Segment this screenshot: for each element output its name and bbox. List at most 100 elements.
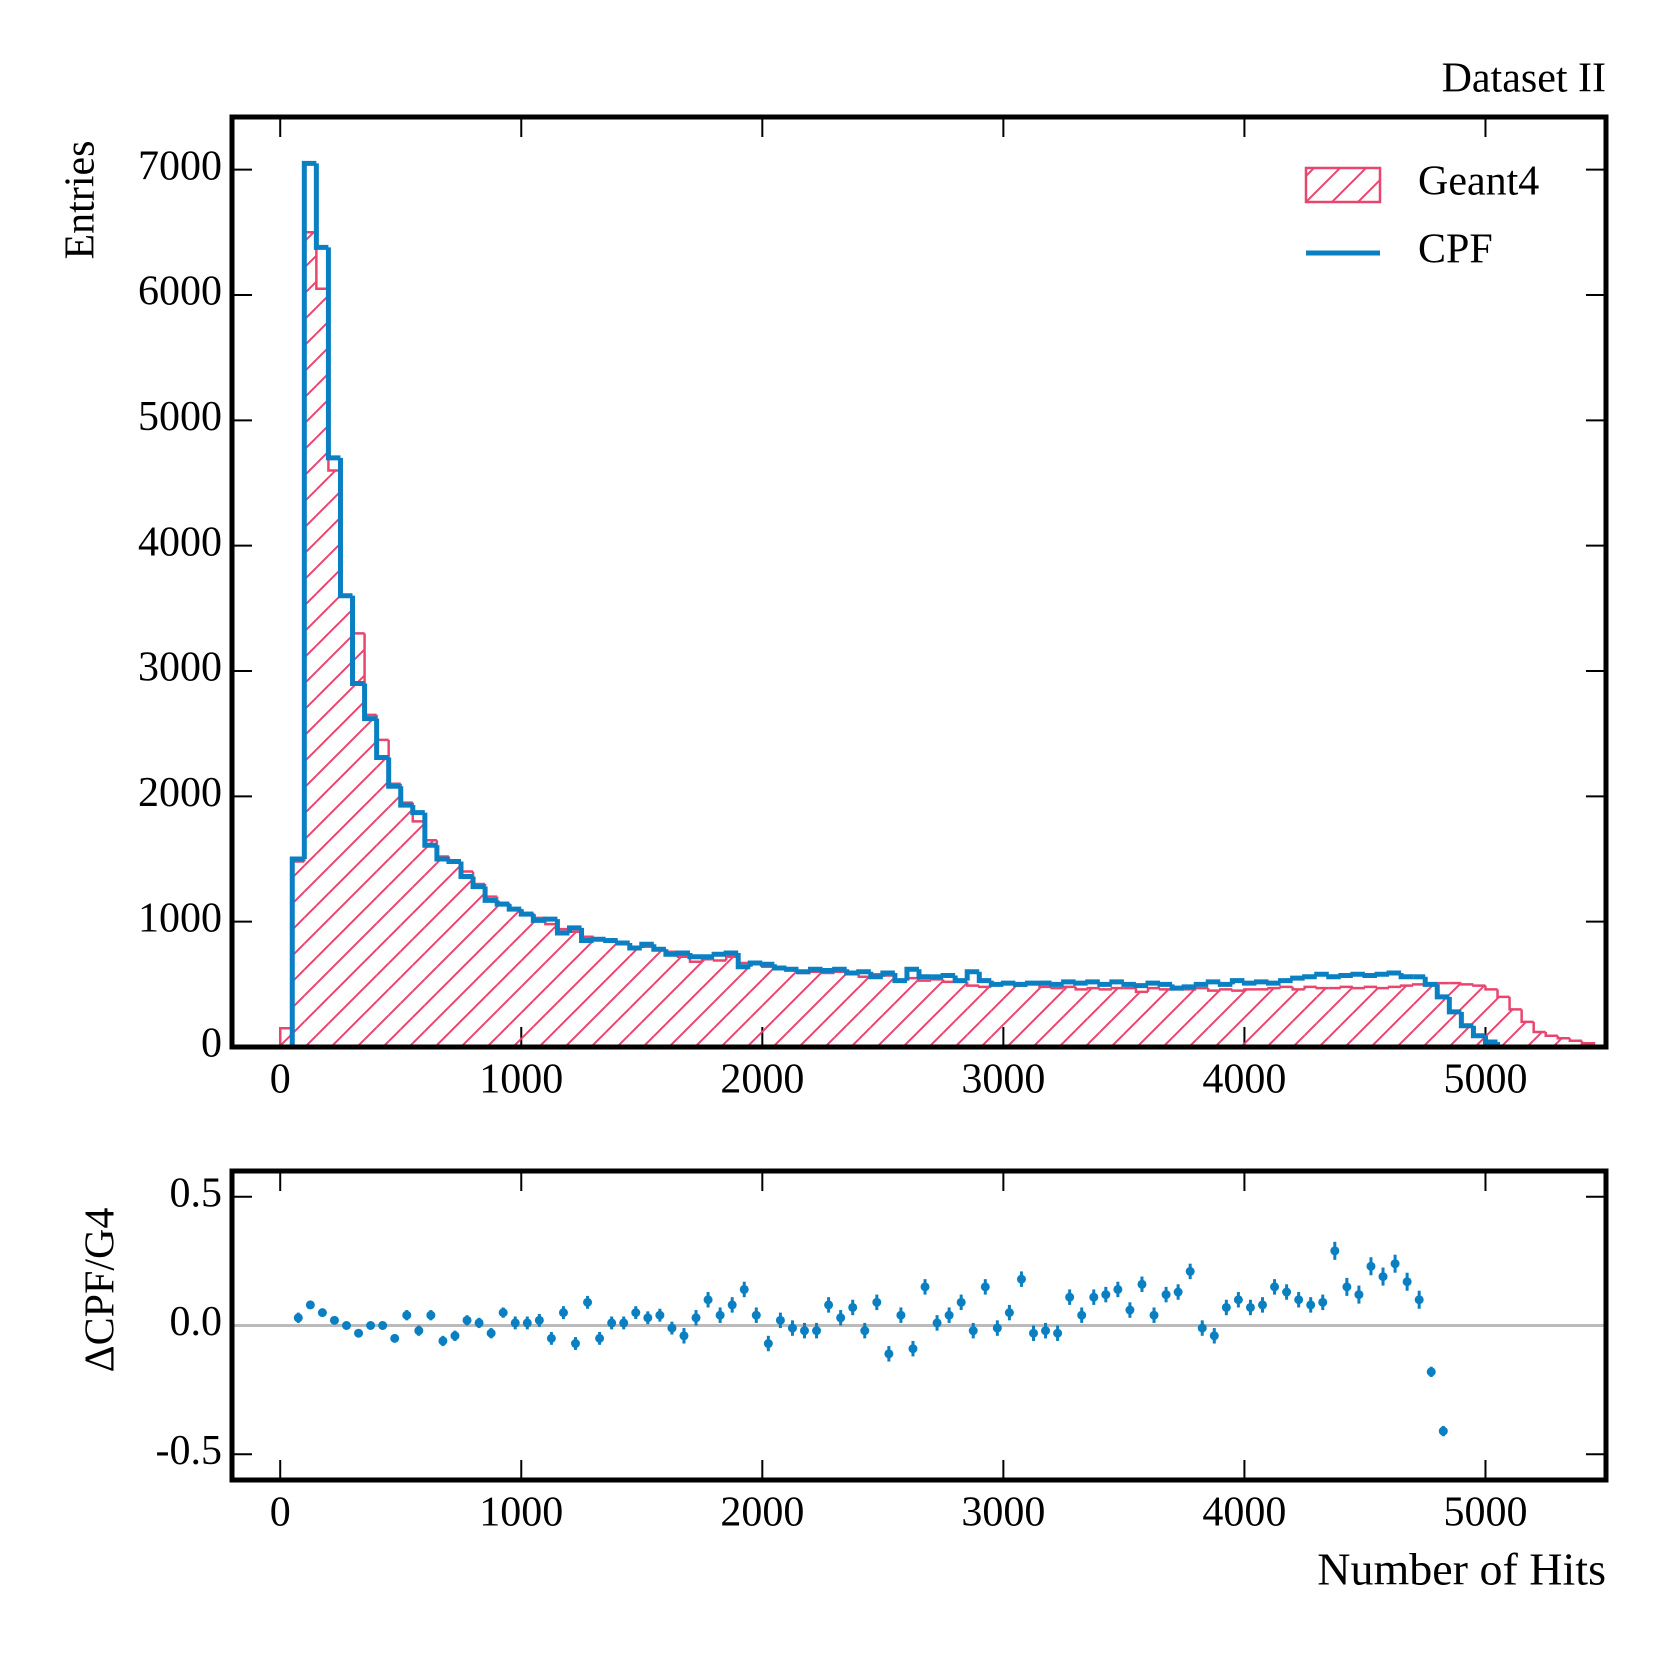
histogram-step: [1436, 981, 1450, 985]
data-point: [438, 1336, 448, 1346]
data-point: [1233, 1295, 1243, 1305]
hatched-bin: [1401, 985, 1414, 1047]
hatched-bin: [629, 946, 642, 1047]
histogram-step: [1146, 986, 1161, 992]
data-point: [450, 1331, 460, 1341]
histogram-step: [747, 960, 763, 967]
data-point: [1004, 1308, 1014, 1318]
hatched-bin: [991, 984, 1004, 1047]
histogram-step: [1241, 980, 1257, 986]
y-tick-label: 0.0: [170, 1299, 223, 1345]
histogram-step: [337, 457, 353, 599]
legend-swatch: [1304, 166, 1382, 204]
data-point: [571, 1339, 580, 1349]
histogram-step: [1302, 974, 1317, 980]
hatched-bin: [1389, 986, 1402, 1047]
hatched-bin: [473, 884, 486, 1047]
data-point: [1016, 1274, 1026, 1284]
data-point: [1354, 1290, 1364, 1300]
data-point: [1173, 1287, 1183, 1297]
histogram-step: [1061, 979, 1076, 985]
histogram-step: [1229, 978, 1245, 985]
hatched-bin: [497, 902, 510, 1047]
histogram-step: [1024, 980, 1040, 986]
x-tick-label: 4000: [1202, 1057, 1286, 1103]
y-axis-label: ΔCPF/G4: [78, 1208, 124, 1373]
histogram-step: [1398, 973, 1414, 980]
data-point: [1414, 1295, 1424, 1305]
data-point: [775, 1315, 785, 1325]
histogram-step: [1157, 981, 1173, 987]
hatched-bin: [762, 966, 775, 1047]
hatched-bin: [702, 959, 715, 1047]
data-point: [1161, 1290, 1171, 1300]
histogram-step: [1458, 1011, 1474, 1029]
histogram-step: [1387, 985, 1402, 989]
hatched-bin: [1111, 988, 1124, 1047]
hatched-bin: [593, 939, 606, 1047]
hatched-bin: [1051, 988, 1064, 1047]
histogram-step: [615, 940, 630, 946]
histogram-step: [844, 969, 859, 976]
histogram-step: [1339, 985, 1353, 989]
hatched-bin: [292, 861, 305, 1047]
data-point: [872, 1297, 882, 1307]
hatched-bin: [798, 973, 811, 1047]
histogram-step: [1267, 986, 1281, 990]
histogram-step: [929, 978, 944, 981]
data-point: [414, 1326, 424, 1336]
histogram-step: [1568, 1038, 1582, 1042]
histogram-step: [892, 973, 907, 984]
hatched-bin: [1304, 986, 1317, 1047]
histogram-step: [1556, 1035, 1570, 1040]
histogram-step: [1290, 975, 1305, 981]
data-point: [763, 1339, 773, 1349]
hatched-bin: [653, 949, 666, 1047]
hatched-bin: [1184, 989, 1197, 1047]
hatched-bin: [846, 974, 859, 1047]
histogram-step: [976, 971, 992, 984]
data-point: [619, 1318, 629, 1328]
histogram-step: [1085, 979, 1100, 985]
histogram-step: [965, 981, 980, 987]
histogram-step: [362, 683, 377, 722]
histogram-step: [820, 968, 835, 974]
data-point: [474, 1318, 484, 1328]
histogram-step: [978, 985, 992, 989]
hatched-bin: [870, 974, 883, 1047]
hatched-bin: [1087, 988, 1100, 1047]
histogram-step: [795, 969, 811, 975]
data-point: [1330, 1246, 1340, 1256]
histogram-step: [398, 786, 413, 808]
hatched-bin: [894, 980, 907, 1047]
histogram-step: [1362, 973, 1377, 979]
hatched-bin: [665, 951, 678, 1047]
data-point: [366, 1321, 376, 1330]
data-point: [534, 1315, 544, 1325]
hatched-bin: [1557, 1038, 1570, 1047]
data-point: [462, 1315, 472, 1325]
data-point: [739, 1284, 749, 1294]
histogram-step: [941, 979, 956, 984]
data-point: [1245, 1302, 1255, 1312]
data-point: [655, 1310, 665, 1320]
legend-label: CPF: [1418, 227, 1493, 273]
hatched-bin: [1220, 989, 1233, 1047]
data-point: [1041, 1326, 1051, 1336]
histogram-step: [1411, 983, 1426, 986]
hatched-bin: [690, 961, 703, 1047]
histogram-step: [651, 944, 666, 952]
histogram-step: [1314, 971, 1329, 977]
histogram-step: [880, 970, 895, 977]
histogram-step: [1097, 981, 1112, 987]
hatched-bin: [750, 964, 763, 1047]
histogram-step: [724, 955, 739, 961]
histogram-step: [579, 927, 594, 943]
hatched-bin: [1135, 991, 1148, 1047]
y-tick-label: 7000: [138, 143, 222, 189]
histogram-step: [1049, 981, 1064, 987]
data-point: [546, 1333, 556, 1343]
histogram-step: [663, 949, 678, 957]
histogram-step: [1012, 981, 1028, 987]
hatched-bin: [352, 633, 365, 1047]
